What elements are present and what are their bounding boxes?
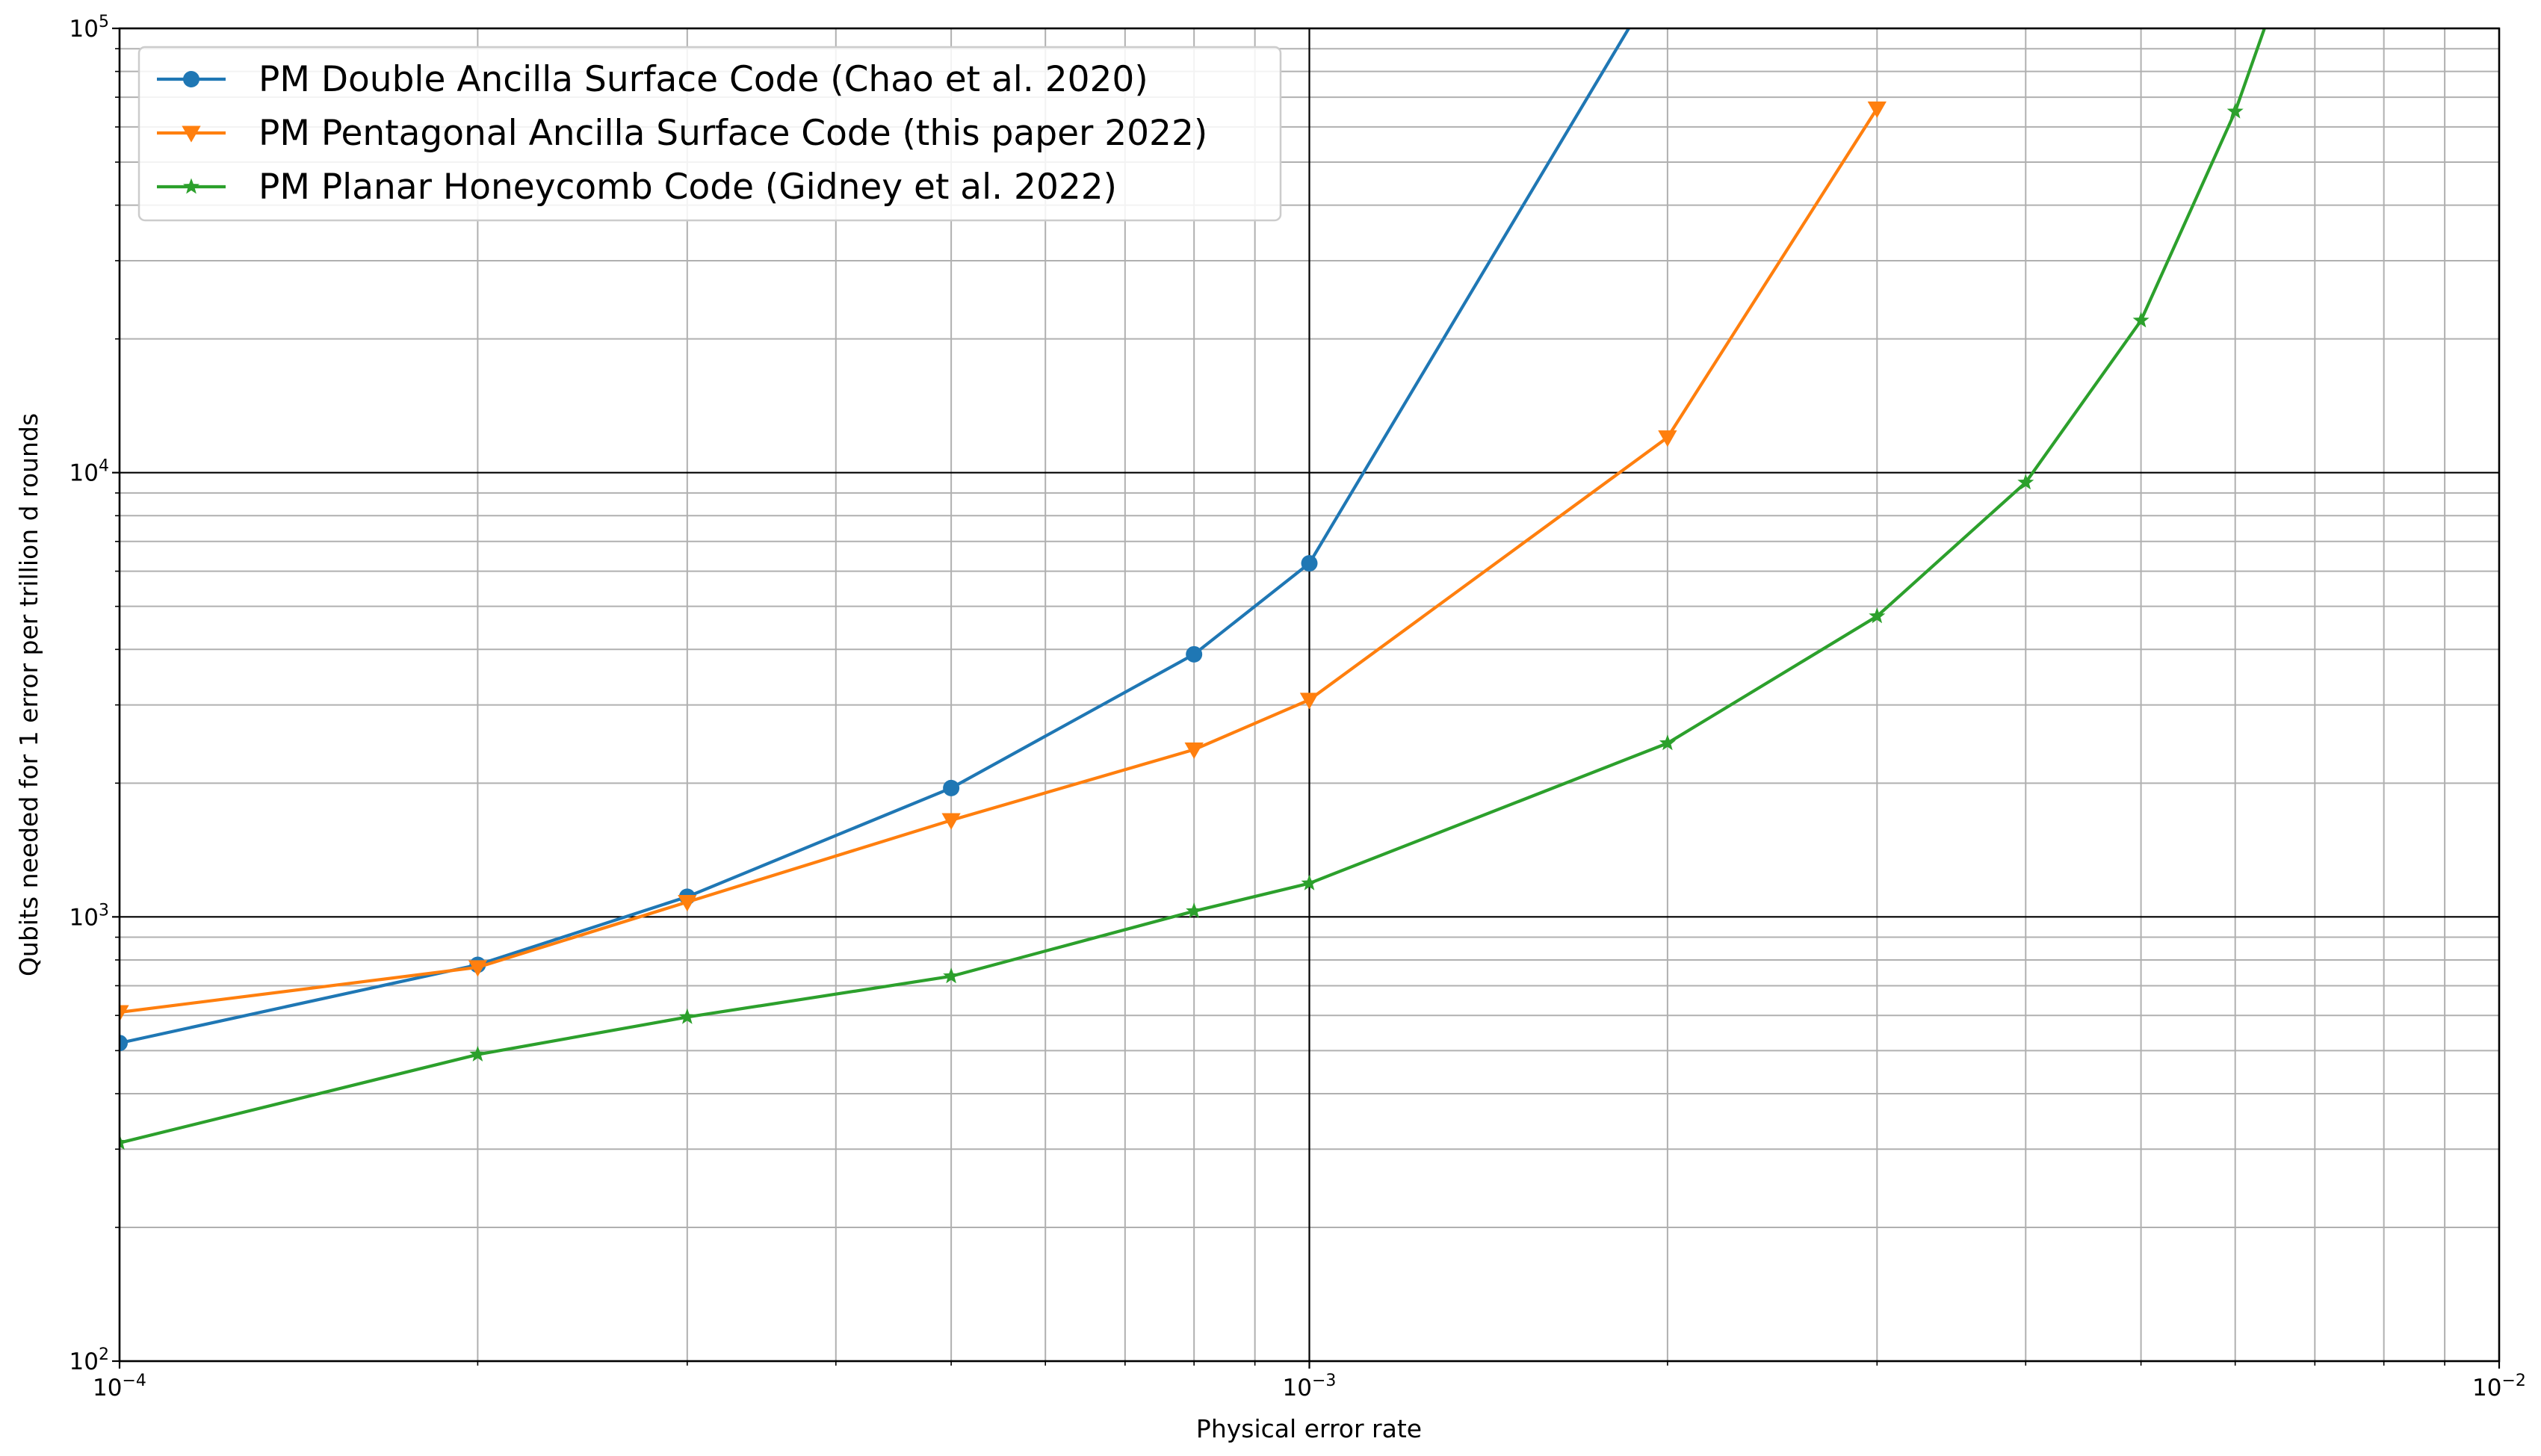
series-2-point <box>1184 742 1204 760</box>
series-2-point <box>678 894 697 912</box>
series-3-point <box>1869 607 1886 624</box>
series-2-point <box>1299 693 1319 710</box>
series-3-point <box>1186 902 1203 919</box>
series-2 <box>120 101 1887 1022</box>
y-tick-label: 104 <box>69 457 109 487</box>
legend-item: PM Pentagonal Ancilla Surface Code (this… <box>157 113 1207 154</box>
legend: PM Double Ancilla Surface Code (Chao et … <box>137 46 1282 222</box>
series-2-point <box>120 1005 129 1022</box>
series-2-point <box>1867 101 1887 118</box>
y-tick-label: 105 <box>69 13 109 43</box>
x-axis-ticks: 10−4 10−3 10−2 <box>93 1361 2526 1401</box>
series-3-point <box>2017 474 2034 490</box>
legend-swatch-marker <box>182 126 201 143</box>
series-1-point <box>1301 555 1318 572</box>
x-tick-label: 10−2 <box>2472 1372 2526 1401</box>
legend-frame <box>137 46 1282 222</box>
legend-item: PM Planar Honeycomb Code (Gidney et al. … <box>157 167 1117 208</box>
series-3-point <box>2132 312 2150 328</box>
series-3-point <box>1659 734 1676 751</box>
series-3-point <box>1301 874 1318 890</box>
series-2-line <box>120 108 1879 1014</box>
x-tick-label: 10−3 <box>1283 1372 1337 1401</box>
series-1-point <box>120 1035 128 1052</box>
x-tick-label: 10−4 <box>93 1372 146 1401</box>
legend-label: PM Pentagonal Ancilla Surface Code (this… <box>259 113 1207 154</box>
x-axis-title: Physical error rate <box>1196 1414 1422 1443</box>
series-3-point <box>678 1008 696 1024</box>
series-3-line <box>120 28 2267 1144</box>
y-axis-title: Qubits needed for 1 error per trillion d… <box>14 413 43 976</box>
series-3 <box>120 28 2267 1150</box>
series-3-point <box>120 1134 128 1150</box>
y-axis-ticks: 102 103 104 105 <box>69 13 120 1375</box>
legend-swatch-marker <box>183 71 199 87</box>
series-3-point <box>2226 102 2244 119</box>
series-1-point <box>1186 645 1203 663</box>
legend-item: PM Double Ancilla Surface Code (Chao et … <box>157 59 1148 100</box>
series-1-point <box>943 779 960 796</box>
series-2-point <box>941 813 961 830</box>
series-2-point <box>468 960 488 977</box>
legend-swatch-marker <box>183 178 199 194</box>
series-2-point <box>1658 430 1677 447</box>
legend-label: PM Double Ancilla Surface Code (Chao et … <box>259 59 1148 100</box>
series-3-point <box>469 1046 486 1062</box>
series-3-point <box>943 967 960 984</box>
series-layer <box>120 28 2267 1150</box>
y-tick-label: 103 <box>69 901 109 931</box>
y-tick-label: 102 <box>69 1345 109 1375</box>
legend-label: PM Planar Honeycomb Code (Gidney et al. … <box>259 167 1117 208</box>
